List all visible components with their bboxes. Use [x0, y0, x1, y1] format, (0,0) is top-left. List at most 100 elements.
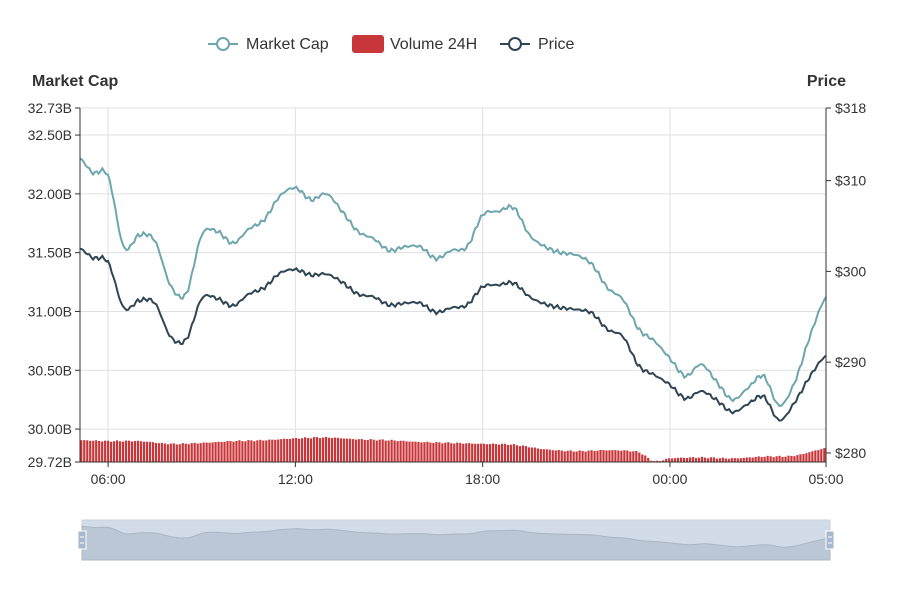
volume-bar — [405, 441, 408, 462]
volume-bar — [193, 442, 196, 462]
volume-bar — [718, 458, 721, 462]
volume-bar — [593, 450, 596, 462]
axes: 29.72B 30.00B 30.50B 31.00B 31.50B 32.00B 32.5… — [28, 100, 867, 487]
volume-bar — [694, 457, 698, 462]
volume-bar — [674, 458, 677, 462]
volume-bar — [244, 441, 247, 462]
volume-bar — [489, 444, 492, 462]
volume-bar — [306, 437, 310, 462]
volume-bar — [820, 449, 823, 462]
volume-bar — [602, 450, 605, 462]
volume-bar — [110, 441, 113, 462]
volume-bar — [357, 439, 360, 462]
volume-bar — [190, 443, 193, 462]
volume-bar — [390, 439, 393, 462]
volume-bar — [107, 440, 110, 462]
volume-bar — [232, 441, 235, 462]
volume-bar — [605, 450, 608, 462]
volume-bar — [238, 440, 241, 462]
volume-bar — [318, 438, 322, 462]
volume-bar — [345, 438, 348, 462]
volume-bar — [298, 438, 301, 462]
volume-bar — [130, 441, 134, 462]
volume-bar — [590, 450, 593, 462]
x-tick-label: 06:00 — [91, 471, 126, 487]
volume-bar — [342, 438, 345, 462]
volume-bar — [98, 441, 101, 462]
volume-bar — [369, 439, 372, 462]
volume-bar — [468, 443, 471, 462]
volume-bar — [569, 450, 572, 462]
volume-bar — [736, 458, 739, 462]
volume-bar — [402, 440, 405, 462]
volume-bar — [351, 439, 354, 462]
volume-bar — [491, 443, 495, 462]
volume-bar — [563, 451, 566, 462]
volume-bar — [676, 457, 680, 462]
legend-label: Price — [538, 36, 575, 53]
volume-bar — [650, 460, 653, 462]
volume-bar — [432, 442, 435, 462]
volume-bar — [471, 443, 474, 462]
legend-item[interactable]: Price — [500, 36, 575, 53]
y-right-tick-label: $300 — [835, 263, 866, 279]
volume-bar — [378, 439, 381, 462]
volume-bar — [205, 442, 208, 462]
zoom-handle-grip[interactable] — [825, 530, 835, 550]
volume-bar — [772, 457, 775, 462]
volume-bar — [414, 441, 417, 462]
y-left-tick-label: 30.50B — [28, 362, 72, 378]
y-right-tick-label: $290 — [835, 354, 866, 370]
volume-bar — [453, 443, 456, 462]
volume-bar — [700, 456, 704, 462]
legend-rect-icon — [352, 35, 384, 53]
zoom-handle-right[interactable] — [825, 530, 835, 550]
y-left-tick-label: 30.00B — [28, 421, 72, 437]
volume-bar — [572, 451, 575, 462]
volume-bar — [372, 439, 375, 462]
volume-bar — [444, 442, 447, 462]
zoom-handle-grip[interactable] — [77, 530, 87, 550]
volume-bar — [181, 443, 184, 462]
volume-bar — [623, 450, 626, 462]
volume-bar — [483, 443, 486, 462]
legend-item[interactable]: Market Cap — [208, 36, 329, 53]
volume-bar — [262, 440, 265, 462]
volume-bar — [426, 441, 429, 462]
x-tick-label: 18:00 — [465, 471, 500, 487]
volume-bar — [778, 455, 781, 462]
volume-bar — [548, 449, 551, 462]
volume-bar — [199, 443, 202, 462]
volume-bar — [354, 439, 357, 462]
volume-bar — [685, 457, 689, 462]
volume-bar — [172, 443, 175, 462]
volume-bar — [626, 450, 629, 462]
volume-bar — [384, 440, 387, 462]
volume-bars — [80, 436, 826, 462]
zoom-handle-left[interactable] — [77, 530, 87, 550]
volume-bar — [581, 450, 584, 462]
data-zoom-slider[interactable] — [77, 519, 835, 561]
volume-bar — [459, 443, 462, 462]
volume-bar — [775, 456, 778, 462]
legend[interactable]: Market Cap Volume 24H Price — [208, 35, 575, 53]
volume-bar — [635, 450, 638, 462]
volume-bar — [709, 457, 713, 462]
volume-bar — [748, 457, 751, 462]
volume-bar — [118, 441, 122, 462]
volume-bar — [211, 442, 214, 462]
volume-bar — [375, 440, 378, 462]
legend-item[interactable]: Volume 24H — [352, 35, 477, 53]
volume-bar — [465, 443, 468, 462]
volume-bar — [647, 457, 650, 462]
volume-bar — [462, 443, 465, 462]
volume-bar — [223, 441, 226, 462]
y-axis-right-title: Price — [807, 73, 846, 90]
volume-bar — [363, 439, 366, 462]
y-left-tick-label: 31.50B — [28, 245, 72, 261]
series-line-market-cap — [79, 157, 827, 407]
volume-bar — [790, 455, 793, 462]
legend-label: Volume 24H — [390, 36, 477, 53]
volume-bar — [506, 444, 510, 462]
